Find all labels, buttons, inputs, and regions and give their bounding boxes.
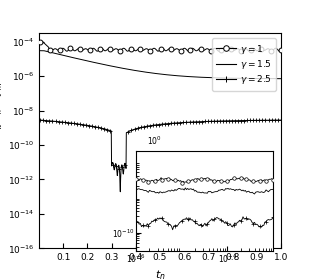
Legend: $\gamma=1$, $\gamma=1.5$, $\gamma=2.5$: $\gamma=1$, $\gamma=1.5$, $\gamma=2.5$: [212, 38, 276, 91]
X-axis label: $t_n$: $t_n$: [154, 268, 165, 279]
Y-axis label: Pointwise error $|y(t_n) - \hat{y}_n|$: Pointwise error $|y(t_n) - \hat{y}_n|$: [0, 82, 5, 200]
Text: $10^0$: $10^0$: [147, 135, 162, 147]
